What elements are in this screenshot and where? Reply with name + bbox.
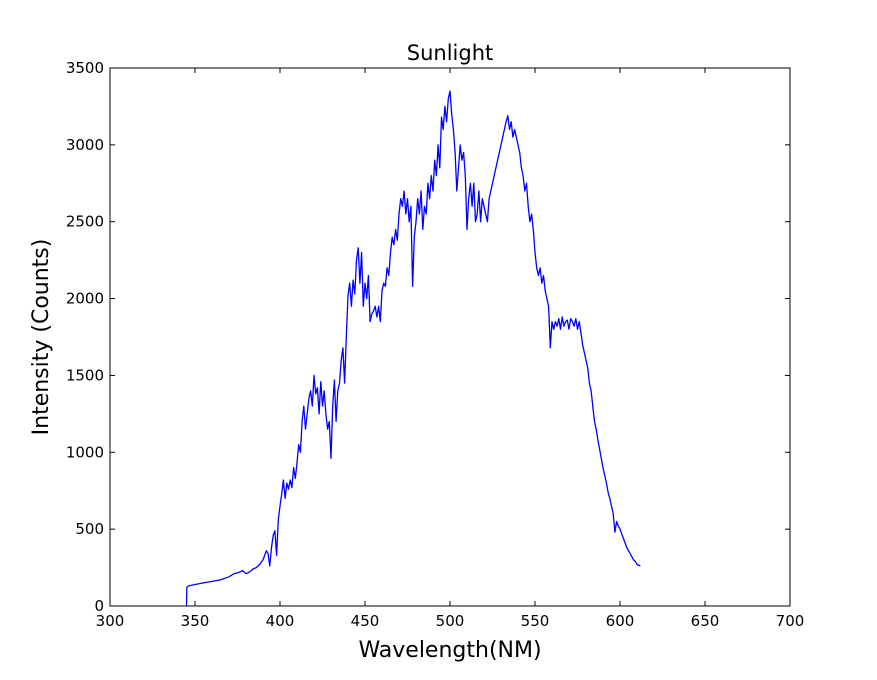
x-axis-label: Wavelength(NM) <box>358 638 541 663</box>
y-tick-label: 3000 <box>66 136 104 154</box>
plot-frame <box>110 68 790 606</box>
x-tick-label: 550 <box>521 612 550 630</box>
x-tick-label: 300 <box>96 612 125 630</box>
x-tick-label: 600 <box>606 612 635 630</box>
x-tick-label: 450 <box>351 612 380 630</box>
y-axis-label: Intensity (Counts) <box>29 239 54 436</box>
y-tick-label: 2000 <box>66 290 104 308</box>
y-tick-label: 2500 <box>66 213 104 231</box>
series-line-sunlight <box>185 90 641 607</box>
tick-layer: 300 350 400 450 500 550 600 650 700 0 500 1000 1500 2… <box>66 59 805 630</box>
y-tick-label: 500 <box>75 520 104 538</box>
y-tick-label: 1000 <box>66 443 104 461</box>
y-tick-label: 1500 <box>66 366 104 384</box>
x-tick-label: 700 <box>776 612 805 630</box>
plot-area: 300 350 400 450 500 550 600 650 700 0 500 1000 1500 2… <box>66 59 805 630</box>
y-tick-label: 0 <box>94 597 104 615</box>
chart-title: Sunlight <box>407 41 494 65</box>
x-tick-label: 400 <box>266 612 295 630</box>
x-tick-label: 650 <box>691 612 720 630</box>
y-tick-label: 3500 <box>66 59 104 77</box>
series-layer <box>185 90 641 607</box>
x-tick-label: 500 <box>436 612 465 630</box>
x-tick-label: 350 <box>181 612 210 630</box>
